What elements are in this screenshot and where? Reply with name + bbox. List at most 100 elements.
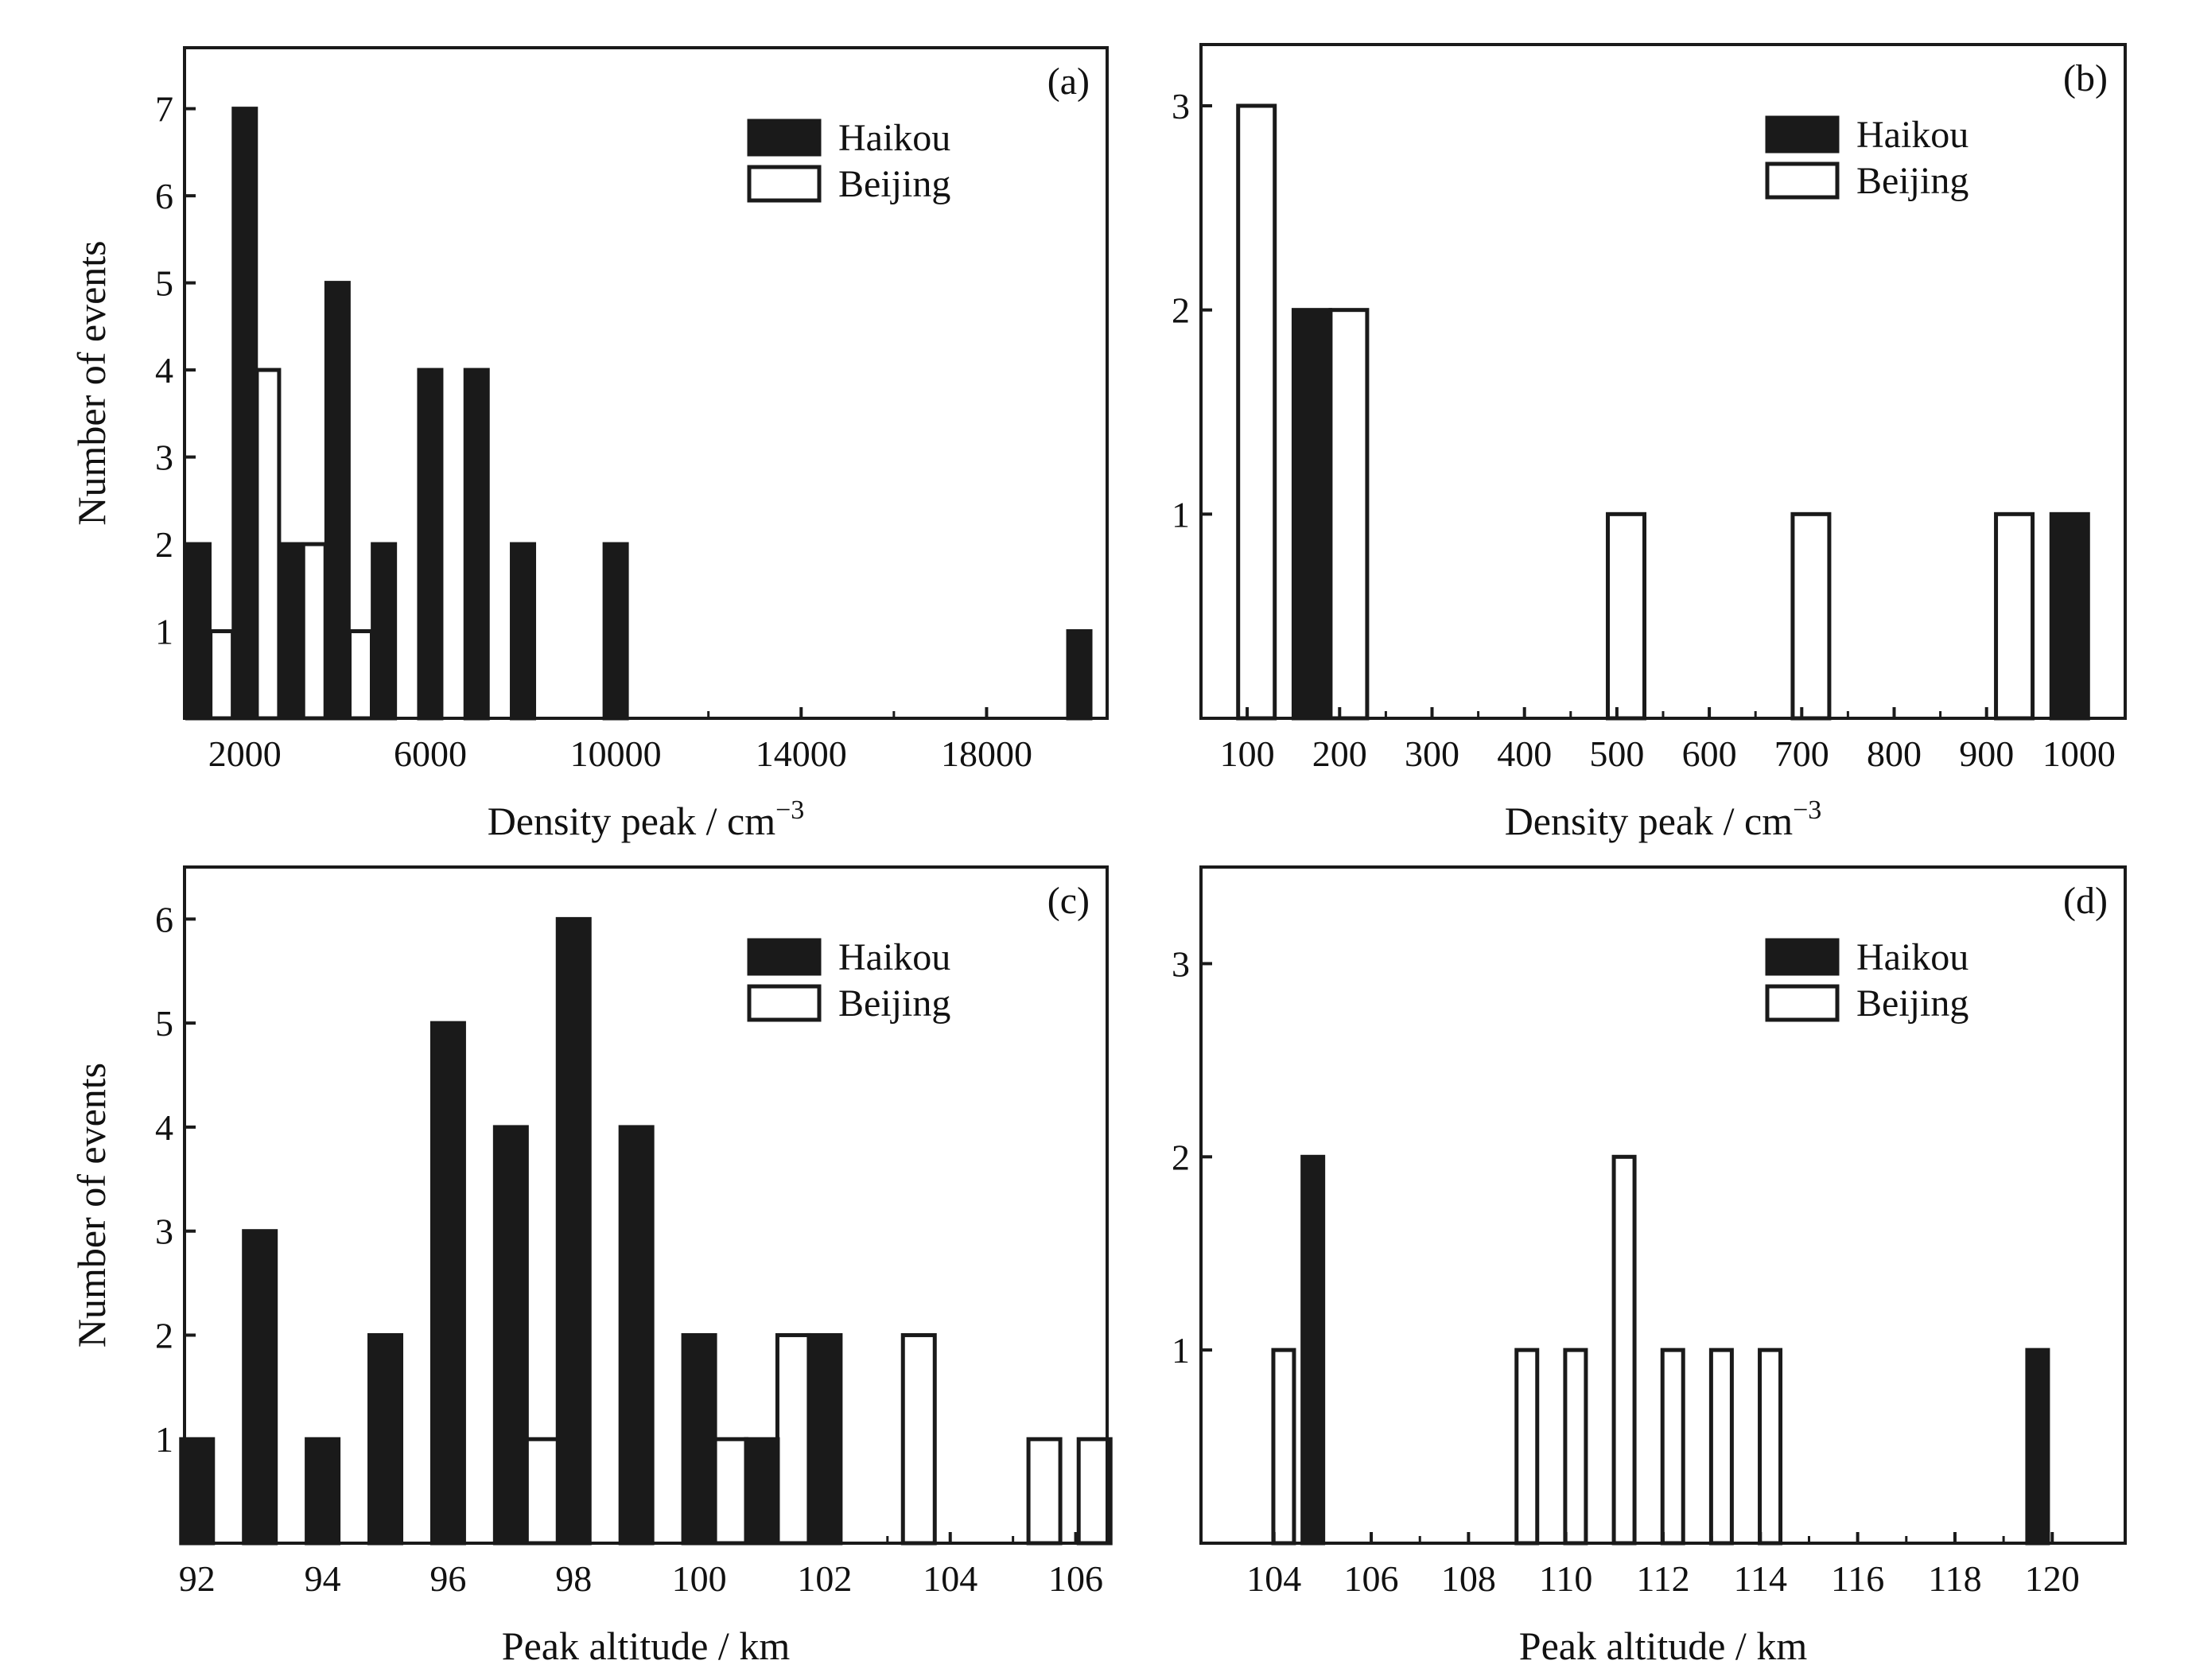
bar-haikou-5	[417, 368, 444, 721]
x-tick-label: 104	[923, 1558, 977, 1599]
bar-beijing-5	[1076, 1437, 1113, 1546]
x-axis-label: Density peak / cm−3	[1505, 795, 1822, 843]
y-tick-label: 1	[1172, 494, 1190, 535]
bar-haikou-3	[367, 1332, 404, 1546]
x-tick-label: 110	[1539, 1558, 1592, 1599]
legend-label-beijing: Beijing	[1856, 982, 1969, 1025]
bar-beijing-1	[713, 1437, 749, 1546]
y-tick-label: 1	[1172, 1330, 1190, 1371]
x-tick-label: 1000	[2042, 733, 2116, 774]
legend-label-haikou: Haikou	[1856, 114, 1969, 156]
panel-2: 100 200 300 400 500 600 700 800 900 1000 1 2 3 (b) Hai…	[1172, 43, 2127, 843]
bar-beijing-3	[900, 1332, 937, 1546]
y-tick-label: 5	[155, 1003, 173, 1044]
x-tick-label: 300	[1405, 733, 1459, 774]
panel-label: (d)	[2063, 880, 2108, 922]
bar-beijing-6	[1758, 1348, 1783, 1546]
legend-swatch-haikou	[1765, 938, 1840, 976]
legend-swatch-beijing	[747, 165, 822, 203]
x-tick-label: 106	[1344, 1558, 1399, 1599]
bar-haikou-2	[305, 1437, 341, 1546]
x-tick-label: 14000	[756, 733, 847, 774]
x-tick-label: 500	[1589, 733, 1644, 774]
y-tick-label: 2	[155, 524, 173, 565]
bar-beijing-4	[1994, 511, 2035, 721]
y-axis-label: Number of events	[69, 1063, 114, 1348]
bar-beijing-3	[1611, 1154, 1637, 1546]
bar-haikou-8	[681, 1332, 717, 1546]
bar-haikou-10	[806, 1332, 843, 1546]
bar-haikou-2	[278, 542, 305, 721]
x-tick-label: 10000	[570, 733, 662, 774]
legend-label-haikou: Haikou	[1856, 936, 1969, 978]
bar-beijing-2	[1563, 1348, 1588, 1546]
bar-haikou-7	[618, 1125, 655, 1546]
x-axis-label-superscript: −3	[775, 795, 804, 825]
legend-swatch-beijing	[1765, 161, 1840, 200]
panel-3: 92 94 96 98 100 102 104 106 1 2 3 4 5 6 (c) HaikouBeiji…	[69, 865, 1113, 1668]
panel-label: (b)	[2063, 57, 2108, 99]
x-tick-label: 100	[1220, 733, 1275, 774]
x-axis-label: Density peak / cm−3	[488, 795, 805, 843]
bar-beijing-0	[208, 629, 235, 721]
bar-haikou-1	[2049, 511, 2090, 721]
y-tick-label: 1	[155, 612, 173, 652]
x-tick-label: 104	[1246, 1558, 1301, 1599]
legend-label-beijing: Beijing	[838, 163, 950, 205]
bar-beijing-4	[1026, 1437, 1063, 1546]
x-tick-label: 700	[1774, 733, 1829, 774]
bar-beijing-5	[1708, 1348, 1734, 1546]
x-tick-label: 116	[1831, 1558, 1884, 1599]
x-tick-label: 400	[1497, 733, 1552, 774]
bar-beijing-4	[1660, 1348, 1685, 1546]
x-axis-label-superscript: −3	[1793, 795, 1821, 825]
bar-haikou-1	[2025, 1348, 2050, 1546]
x-tick-label: 92	[179, 1558, 216, 1599]
y-tick-label: 4	[155, 350, 173, 391]
bar-haikou-1	[242, 1229, 278, 1546]
x-tick-label: 106	[1048, 1558, 1103, 1599]
x-tick-label: 108	[1441, 1558, 1496, 1599]
x-tick-label: 118	[1928, 1558, 1981, 1599]
bar-haikou-5	[492, 1125, 529, 1546]
y-tick-label: 5	[155, 263, 173, 304]
bar-haikou-4	[371, 542, 398, 721]
y-axis-label: Number of events	[69, 240, 114, 525]
bar-haikou-1	[231, 107, 258, 721]
bar-haikou-0	[1291, 308, 1332, 721]
legend-label-haikou: Haikou	[838, 117, 950, 159]
bar-beijing-0	[1271, 1348, 1296, 1546]
y-tick-label: 7	[155, 89, 173, 130]
legend-label-beijing: Beijing	[1856, 160, 1969, 202]
x-tick-label: 900	[1959, 733, 2014, 774]
x-tick-label: 600	[1682, 733, 1737, 774]
legend-swatch-haikou	[747, 119, 822, 157]
x-tick-label: 114	[1734, 1558, 1787, 1599]
x-tick-label: 100	[672, 1558, 727, 1599]
plot-frame	[183, 865, 1109, 1545]
x-tick-label: 120	[2025, 1558, 2080, 1599]
x-tick-label: 6000	[394, 733, 467, 774]
bar-haikou-0	[1300, 1154, 1326, 1546]
panel-label: (c)	[1047, 880, 1090, 922]
x-tick-label: 2000	[208, 733, 282, 774]
panel-label: (a)	[1047, 60, 1090, 103]
legend-swatch-haikou	[1765, 115, 1840, 154]
bar-beijing-3	[348, 629, 375, 721]
bar-beijing-1	[1514, 1348, 1540, 1546]
bar-haikou-4	[429, 1021, 466, 1546]
x-tick-label: 18000	[941, 733, 1032, 774]
x-tick-label: 98	[555, 1558, 592, 1599]
y-tick-label: 2	[1172, 1137, 1190, 1177]
y-tick-label: 3	[1172, 943, 1190, 984]
x-axis-label: Peak altitude / km	[1519, 1624, 1808, 1668]
legend-swatch-haikou	[747, 938, 822, 976]
bar-beijing-1	[1328, 308, 1370, 721]
x-axis-label: Peak altitude / km	[502, 1624, 791, 1668]
y-tick-label: 3	[155, 438, 173, 478]
legend-swatch-beijing	[747, 984, 822, 1022]
legend-swatch-beijing	[1765, 984, 1840, 1022]
panel-1: 2000 6000 10000 14000 18000 1 2 3 4 5 6 7 (a) HaikouB…	[69, 46, 1109, 843]
